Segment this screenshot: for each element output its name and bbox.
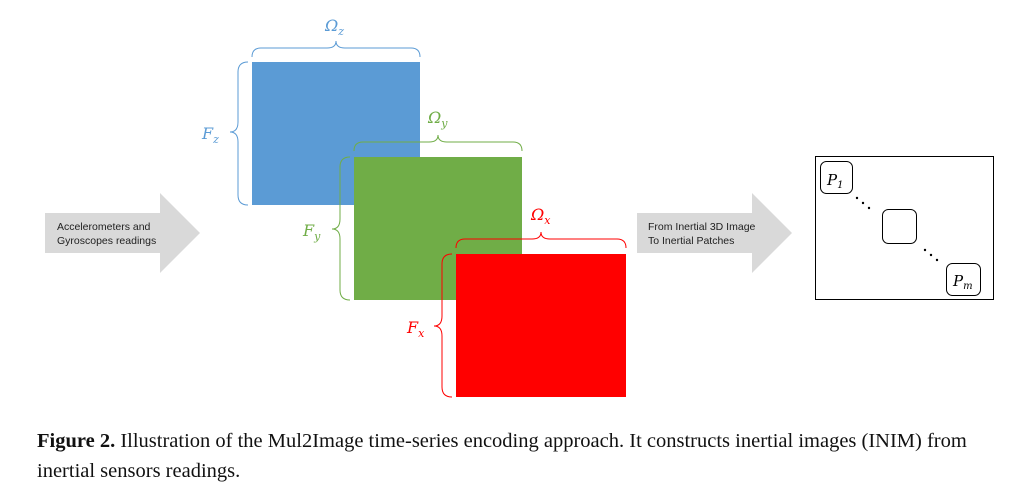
- omega-y-label: Ωy: [427, 108, 448, 130]
- patch-last-label: Pm: [952, 272, 973, 292]
- f-x-brace: [433, 253, 453, 398]
- f-z-label: Fz: [201, 124, 219, 146]
- omega-z-brace: [251, 40, 421, 58]
- output-arrow-line2: To Inertial Patches: [648, 235, 734, 247]
- encoding-diagram: Accelerometers and Gyroscopes readings Ω…: [45, 16, 994, 398]
- output-arrow-line1: From Inertial 3D Image: [648, 221, 756, 233]
- patch-last: [946, 263, 981, 296]
- f-y-label: Fy: [302, 221, 321, 243]
- layer-x: Ωx Fx: [406, 205, 627, 398]
- patch-ellipsis-1: [855, 196, 871, 210]
- input-arrow-shape: [45, 193, 200, 273]
- caption-text: Illustration of the Mul2Image time-serie…: [37, 430, 967, 482]
- patch-ellipsis-2: [923, 248, 939, 262]
- patch-first-label: P1: [826, 171, 843, 191]
- omega-x-label: Ωx: [530, 205, 551, 227]
- input-arrow: Accelerometers and Gyroscopes readings: [45, 193, 200, 273]
- x-axis-image: [456, 254, 626, 397]
- patch-first: [820, 161, 853, 194]
- caption-label: Figure 2.: [37, 430, 116, 452]
- omega-y-brace: [353, 134, 523, 152]
- layer-z: Ωz Fz: [201, 16, 421, 206]
- omega-z-label: Ωz: [324, 16, 344, 38]
- inertial-patches: P1 Pm: [815, 156, 994, 300]
- f-x-label: Fx: [406, 318, 425, 340]
- input-arrow-line2: Gyroscopes readings: [57, 235, 156, 247]
- f-y-brace: [331, 156, 351, 301]
- figure-caption: Figure 2. Illustration of the Mul2Image …: [37, 426, 1022, 486]
- omega-x-brace: [455, 231, 627, 249]
- output-arrow-shape: [637, 193, 792, 273]
- output-arrow: From Inertial 3D Image To Inertial Patch…: [637, 193, 792, 273]
- input-arrow-line1: Accelerometers and: [57, 221, 151, 233]
- f-z-brace: [229, 61, 249, 206]
- patch-middle: [882, 209, 917, 244]
